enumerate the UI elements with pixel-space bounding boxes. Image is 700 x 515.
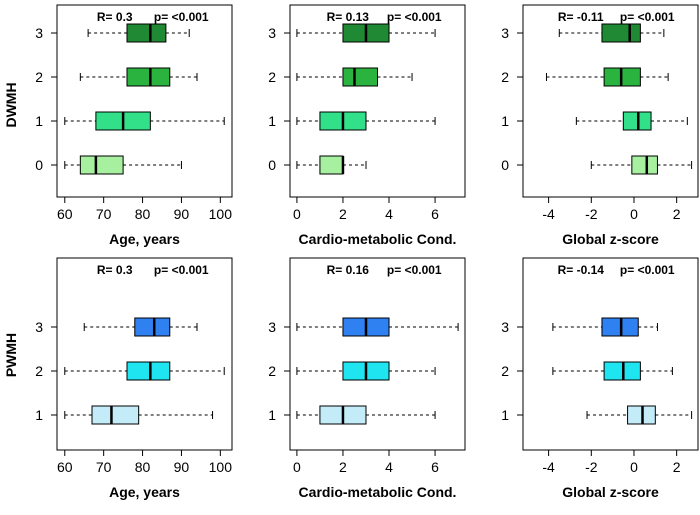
y-tick-label: 0 xyxy=(35,157,43,173)
x-tick-label: -2 xyxy=(585,206,598,222)
x-axis-label: Cardio-metabolic Cond. xyxy=(299,484,457,500)
x-tick-label: 90 xyxy=(174,206,190,222)
box-iqr xyxy=(126,23,167,43)
y-tick-label: 1 xyxy=(35,113,43,129)
plot-frame xyxy=(522,257,699,451)
x-tick-label: 60 xyxy=(57,459,73,475)
plot-frame xyxy=(56,257,233,451)
r-value-label: R= 0.16 xyxy=(327,263,370,277)
p-value-label: p= <0.001 xyxy=(154,10,209,24)
box-iqr xyxy=(601,23,641,43)
box-iqr xyxy=(134,317,171,337)
x-tick-label: 0 xyxy=(630,206,638,222)
r-value-label: R= -0.11 xyxy=(558,10,604,24)
y-tick-label: 0 xyxy=(268,157,276,173)
y-tick-label: 3 xyxy=(501,25,509,41)
x-tick-label: 70 xyxy=(96,206,112,222)
x-axis-label: Cardio-metabolic Cond. xyxy=(299,231,457,247)
row-label-dwmh: DWMH xyxy=(3,82,19,127)
y-tick-label: 1 xyxy=(501,407,509,423)
x-tick-label: 100 xyxy=(209,206,233,222)
y-tick-label: 2 xyxy=(35,363,43,379)
r-value-label: R= 0.13 xyxy=(327,10,370,24)
plot-frame xyxy=(56,4,233,198)
y-tick-label: 3 xyxy=(268,319,276,335)
y-tick-label: 1 xyxy=(268,113,276,129)
x-tick-label: 2 xyxy=(673,459,681,475)
y-tick-label: 3 xyxy=(501,319,509,335)
y-tick-label: 3 xyxy=(268,25,276,41)
p-value-label: p= <0.001 xyxy=(154,263,209,277)
p-value-label: p= <0.001 xyxy=(620,263,675,277)
x-tick-label: 90 xyxy=(174,459,190,475)
x-tick-label: -2 xyxy=(585,459,598,475)
x-tick-label: 2 xyxy=(673,206,681,222)
x-tick-label: 70 xyxy=(96,459,112,475)
x-axis-label: Global z-score xyxy=(562,231,659,247)
box-iqr xyxy=(342,67,379,87)
x-tick-label: 2 xyxy=(339,206,347,222)
r-value-label: R= -0.14 xyxy=(558,263,605,277)
y-tick-label: 2 xyxy=(268,69,276,85)
y-tick-label: 2 xyxy=(501,69,509,85)
plot-frame xyxy=(289,4,466,198)
box-iqr xyxy=(126,361,171,381)
x-tick-label: 6 xyxy=(431,206,439,222)
x-tick-label: 4 xyxy=(385,459,393,475)
x-axis-label: Global z-score xyxy=(562,484,659,500)
box-iqr xyxy=(631,155,658,175)
x-axis-label: Age, years xyxy=(109,231,180,247)
x-tick-label: 80 xyxy=(135,459,151,475)
y-tick-label: 1 xyxy=(268,407,276,423)
x-tick-label: 60 xyxy=(57,206,73,222)
x-axis-label: Age, years xyxy=(109,484,180,500)
y-tick-label: 2 xyxy=(268,363,276,379)
p-value-label: p= <0.001 xyxy=(620,10,675,24)
y-tick-label: 1 xyxy=(35,407,43,423)
y-tick-label: 3 xyxy=(35,25,43,41)
plot-frame xyxy=(289,257,466,451)
r-value-label: R= 0.3 xyxy=(97,263,133,277)
x-tick-label: 4 xyxy=(385,206,393,222)
box-iqr xyxy=(126,67,171,87)
p-value-label: p= <0.001 xyxy=(387,10,442,24)
y-tick-label: 3 xyxy=(35,319,43,335)
x-tick-label: 2 xyxy=(339,459,347,475)
y-tick-label: 1 xyxy=(501,113,509,129)
p-value-label: p= <0.001 xyxy=(387,263,442,277)
y-tick-label: 0 xyxy=(501,157,509,173)
x-tick-label: 0 xyxy=(630,459,638,475)
x-tick-label: -4 xyxy=(542,206,555,222)
x-tick-label: -4 xyxy=(542,459,555,475)
x-tick-label: 80 xyxy=(135,206,151,222)
row-label-pwmh: PWMH xyxy=(3,333,19,377)
r-value-label: R= 0.3 xyxy=(97,10,133,24)
plot-frame xyxy=(522,4,699,198)
box-iqr xyxy=(91,405,140,425)
x-tick-label: 6 xyxy=(431,459,439,475)
box-iqr xyxy=(79,155,124,175)
x-tick-label: 0 xyxy=(293,459,301,475)
x-tick-label: 100 xyxy=(209,459,233,475)
x-tick-label: 0 xyxy=(293,206,301,222)
y-tick-label: 2 xyxy=(35,69,43,85)
box-iqr xyxy=(319,155,344,175)
y-tick-label: 2 xyxy=(501,363,509,379)
